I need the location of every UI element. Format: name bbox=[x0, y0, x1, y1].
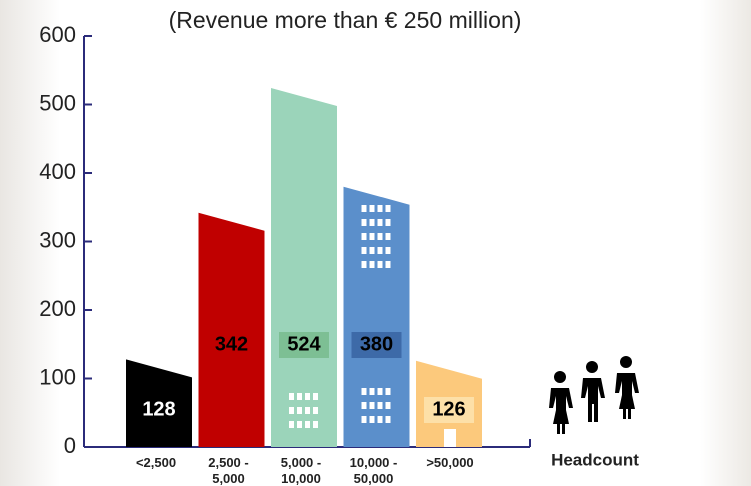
label-box bbox=[424, 397, 474, 423]
window bbox=[377, 261, 383, 268]
window bbox=[369, 247, 375, 254]
window bbox=[313, 421, 318, 428]
window bbox=[385, 247, 391, 254]
bar bbox=[126, 359, 192, 447]
x-tick-label: <2,500 bbox=[135, 455, 177, 470]
x-tick-label: 10,000 - 50,000 bbox=[349, 455, 398, 486]
x-tick-label: 2,500 - 5,000 bbox=[208, 455, 249, 486]
window bbox=[289, 421, 294, 428]
value-label: 128 bbox=[142, 398, 175, 420]
window bbox=[361, 402, 367, 409]
y-tick-label: 500 bbox=[39, 90, 76, 115]
window bbox=[385, 416, 391, 423]
window bbox=[361, 261, 367, 268]
window bbox=[289, 407, 294, 414]
window bbox=[377, 402, 383, 409]
window bbox=[369, 205, 375, 212]
window bbox=[305, 421, 310, 428]
value-label: 380 bbox=[360, 333, 393, 355]
window bbox=[361, 388, 367, 395]
label-box bbox=[279, 332, 329, 358]
window bbox=[305, 407, 310, 414]
window bbox=[289, 393, 294, 400]
people-icon bbox=[549, 356, 639, 434]
window bbox=[369, 219, 375, 226]
window bbox=[297, 421, 302, 428]
y-tick-label: 600 bbox=[39, 22, 76, 47]
x-axis-label: Headcount bbox=[551, 450, 639, 469]
value-label: 126 bbox=[432, 398, 465, 420]
window bbox=[313, 393, 318, 400]
value-label: 524 bbox=[287, 333, 321, 355]
bar bbox=[271, 88, 337, 447]
window bbox=[369, 388, 375, 395]
window bbox=[361, 233, 367, 240]
window bbox=[361, 219, 367, 226]
window bbox=[377, 205, 383, 212]
bar bbox=[343, 186, 410, 447]
window bbox=[313, 407, 318, 414]
y-tick-label: 300 bbox=[39, 227, 76, 252]
y-tick-label: 400 bbox=[39, 159, 76, 184]
window bbox=[369, 261, 375, 268]
window bbox=[377, 233, 383, 240]
window bbox=[305, 393, 310, 400]
door bbox=[444, 429, 456, 447]
window bbox=[385, 388, 391, 395]
window bbox=[361, 205, 367, 212]
window bbox=[377, 247, 383, 254]
window bbox=[377, 219, 383, 226]
window bbox=[369, 402, 375, 409]
window bbox=[385, 261, 391, 268]
x-tick-label: >50,000 bbox=[426, 455, 474, 470]
y-tick-label: 0 bbox=[64, 433, 76, 458]
window bbox=[385, 205, 391, 212]
window bbox=[297, 393, 302, 400]
window bbox=[377, 416, 383, 423]
window bbox=[361, 416, 367, 423]
chart-title: (Revenue more than € 250 million) bbox=[169, 7, 522, 33]
y-tick-label: 200 bbox=[39, 296, 76, 321]
window bbox=[385, 233, 391, 240]
label-box bbox=[351, 332, 402, 358]
y-tick-label: 100 bbox=[39, 364, 76, 389]
window bbox=[297, 407, 302, 414]
window bbox=[377, 388, 383, 395]
window bbox=[385, 402, 391, 409]
window bbox=[369, 416, 375, 423]
x-tick-label: 5,000 - 10,000 bbox=[280, 455, 322, 486]
value-label: 342 bbox=[215, 333, 248, 355]
window bbox=[361, 247, 367, 254]
window bbox=[369, 233, 375, 240]
window bbox=[385, 219, 391, 226]
bar bbox=[198, 212, 265, 447]
